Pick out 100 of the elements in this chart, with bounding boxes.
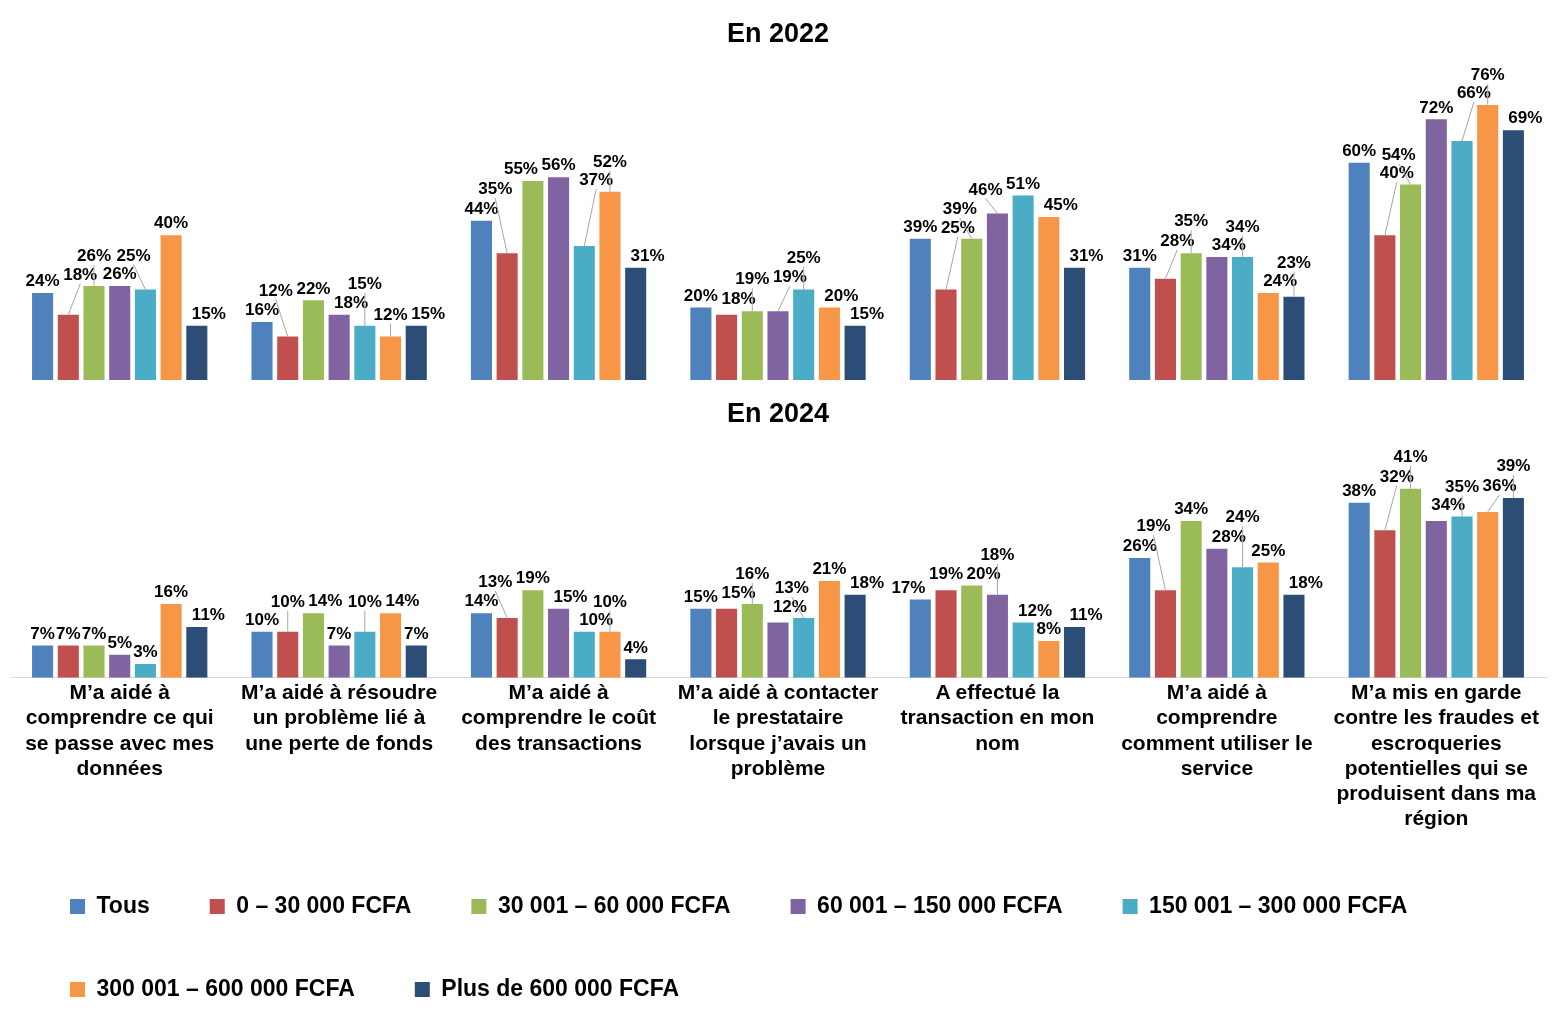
- data-label: 28%: [1211, 526, 1246, 546]
- data-label: 7%: [326, 623, 352, 643]
- legend-label: Plus de 600 000 FCFA: [441, 974, 680, 1001]
- data-label: 37%: [579, 170, 614, 190]
- bar: [986, 594, 1008, 678]
- bar: [405, 325, 427, 380]
- bar: [277, 631, 299, 678]
- bar: [83, 645, 105, 678]
- data-label: 25%: [786, 247, 821, 267]
- legend-label: 60 001 – 150 000 FCFA: [817, 891, 1063, 918]
- bar: [380, 613, 402, 678]
- bar: [625, 659, 647, 678]
- data-label: 20%: [824, 285, 859, 305]
- data-label: 36%: [1482, 476, 1517, 496]
- bar: [741, 604, 763, 678]
- bar: [470, 613, 492, 678]
- bar: [625, 267, 647, 380]
- data-label: 12%: [258, 280, 293, 300]
- data-label: 40%: [1379, 163, 1414, 183]
- data-label: 16%: [154, 582, 189, 602]
- data-label: 18%: [980, 545, 1015, 565]
- data-label: 31%: [1122, 245, 1157, 265]
- bar: [1180, 253, 1202, 380]
- bar: [548, 177, 570, 380]
- legend-label: 300 001 – 600 000 FCFA: [96, 974, 355, 1001]
- bar: [1038, 640, 1060, 678]
- bar: [844, 594, 866, 678]
- bar: [909, 599, 931, 678]
- data-label: 60%: [1342, 140, 1377, 160]
- bar: [470, 220, 492, 380]
- bar: [690, 307, 712, 380]
- bar: [1129, 557, 1151, 678]
- bar: [1232, 567, 1254, 678]
- bar: [1400, 488, 1422, 678]
- data-label: 19%: [1136, 516, 1171, 536]
- data-label: 15%: [553, 586, 588, 606]
- data-label: 4%: [623, 637, 648, 657]
- bar: [522, 180, 544, 380]
- data-label: 26%: [1122, 536, 1157, 556]
- legend-label: 0 – 30 000 FCFA: [236, 891, 412, 918]
- data-label: 10%: [579, 609, 614, 629]
- bar: [405, 645, 427, 678]
- bar: [134, 289, 156, 380]
- data-label: 22%: [296, 278, 331, 298]
- data-label: 18%: [850, 573, 885, 593]
- bar: [599, 191, 621, 380]
- x-tick-label: A effectué la transaction en mon nom: [900, 680, 1095, 754]
- data-label: 18%: [1288, 573, 1323, 593]
- bar: [1012, 622, 1034, 678]
- legend-label: 150 001 – 300 000 FCFA: [1149, 891, 1408, 918]
- bar: [57, 314, 79, 380]
- data-label: 7%: [403, 623, 429, 643]
- data-label: 35%: [1174, 211, 1209, 231]
- data-label: 19%: [929, 564, 964, 584]
- data-label: 10%: [347, 591, 382, 611]
- bar: [186, 627, 208, 678]
- x-tick-label: M’a aidé à comprendre comment utiliser le service: [1121, 680, 1313, 779]
- data-label: 7%: [30, 623, 55, 643]
- data-label: 69%: [1508, 108, 1543, 128]
- bar: [109, 285, 131, 380]
- bar: [251, 631, 273, 678]
- data-label: 12%: [373, 304, 408, 324]
- bar: [160, 235, 182, 380]
- bar: [32, 645, 54, 678]
- bar: [741, 311, 763, 380]
- data-label: 15%: [347, 273, 382, 293]
- bar: [716, 608, 738, 678]
- data-label: 24%: [1225, 507, 1260, 527]
- bar: [134, 663, 156, 678]
- bar: [354, 325, 376, 380]
- bar: [1064, 627, 1086, 678]
- data-label: 21%: [812, 559, 847, 579]
- bar: [1451, 516, 1473, 678]
- data-label: 10%: [592, 591, 627, 611]
- data-label: 51%: [1006, 173, 1041, 193]
- bar: [961, 585, 983, 678]
- bar: [599, 631, 621, 678]
- bar: [690, 608, 712, 678]
- data-label: 25%: [116, 245, 151, 265]
- legend-label: Tous: [96, 891, 150, 918]
- bar: [1477, 104, 1499, 380]
- data-label: 20%: [966, 563, 1001, 583]
- bar: [818, 307, 840, 380]
- bar: [302, 300, 324, 380]
- data-label: 14%: [464, 591, 499, 611]
- data-label: 10%: [245, 609, 280, 629]
- bar: [573, 631, 595, 678]
- bar: [1374, 235, 1396, 380]
- chart-title: En 2022: [726, 17, 830, 48]
- bar: [716, 314, 738, 380]
- bar: [1400, 184, 1422, 380]
- bar: [793, 289, 815, 380]
- data-label: 8%: [1036, 619, 1062, 639]
- data-label: 13%: [478, 572, 513, 592]
- bar: [844, 325, 866, 380]
- bar: [1206, 548, 1228, 678]
- bar: [1257, 293, 1279, 380]
- data-label: 26%: [76, 246, 112, 266]
- data-label: 46%: [968, 179, 1003, 199]
- bar: [909, 238, 931, 380]
